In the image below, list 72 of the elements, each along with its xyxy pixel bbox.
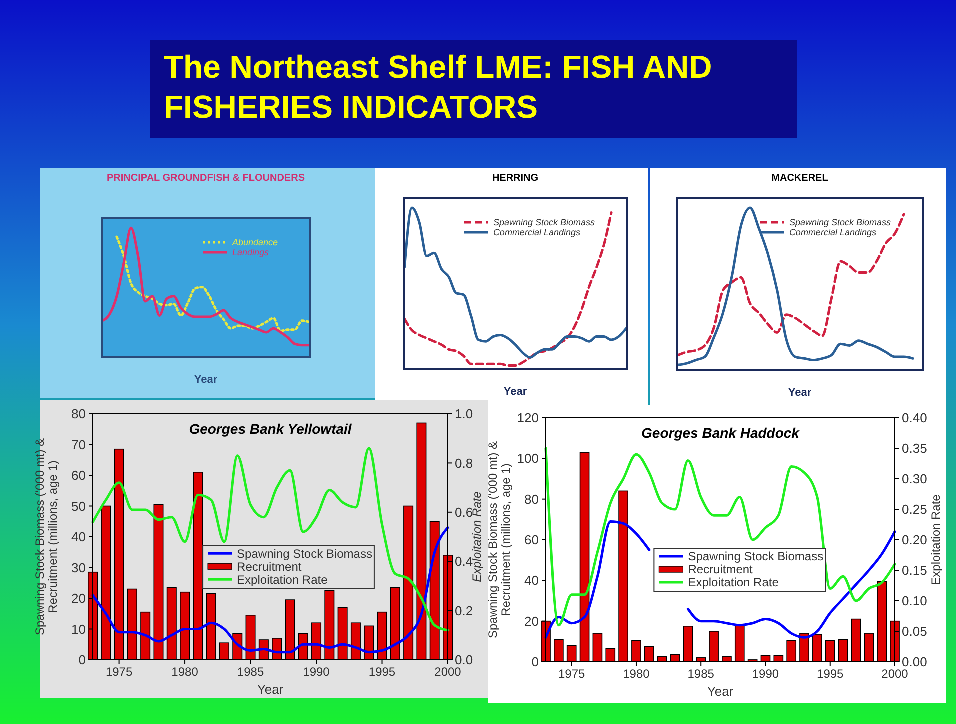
x-axis-title: Year bbox=[707, 684, 734, 699]
y-axis-title: Spawning Stock Biomass ('000 mt) & Recruitment (millions, age 1) bbox=[33, 438, 60, 636]
x-tick-label: 2000 bbox=[882, 667, 909, 681]
x-tick-label: 1990 bbox=[303, 665, 330, 679]
text: Georges Bank Haddock bbox=[642, 425, 801, 441]
y-tick-label: 20 bbox=[524, 614, 539, 629]
x-tick-label: 1985 bbox=[237, 665, 264, 679]
y2-tick-label: 0.20 bbox=[902, 532, 928, 548]
x-tick-label: 1975 bbox=[106, 665, 133, 679]
chart-title: PRINCIPAL GROUNDFISH & FLOUNDERS bbox=[107, 173, 306, 184]
x-tick-label: 1975 bbox=[558, 667, 586, 681]
y-tick-label: 80 bbox=[524, 492, 539, 507]
x-tick-label: 2000 bbox=[434, 665, 462, 679]
y2-tick-label: 0.4 bbox=[455, 554, 474, 570]
y-tick-label: 30 bbox=[72, 560, 86, 576]
y-tick-label: 20 bbox=[72, 591, 86, 606]
legend-label: Spawning Stock Biomass bbox=[789, 218, 892, 228]
chart-title: MACKEREL bbox=[772, 173, 828, 184]
x-axis-title: Year bbox=[194, 374, 218, 386]
y-tick-label: 120 bbox=[517, 410, 539, 426]
x-axis-title: Year bbox=[257, 682, 284, 697]
x-tick-label: 1990 bbox=[752, 667, 780, 681]
y2-tick-label: 0.05 bbox=[902, 624, 928, 640]
x-tick-label: 1980 bbox=[623, 667, 650, 681]
text: The Northeast Shelf LME: FISH AND FISHERIES INDICATORS bbox=[164, 49, 712, 125]
y2-tick-label: 0.8 bbox=[455, 456, 474, 471]
y2-tick-label: 0.30 bbox=[902, 472, 928, 487]
x-axis-title: Year bbox=[504, 386, 528, 398]
y-tick-label: 60 bbox=[72, 468, 86, 484]
y2-tick-label: 0.00 bbox=[902, 654, 928, 670]
y-tick-label: 40 bbox=[524, 573, 539, 588]
text: Georges Bank Yellowtail bbox=[189, 421, 353, 437]
y-tick-label: 80 bbox=[72, 406, 86, 422]
legend-label: Recruitment bbox=[688, 562, 754, 577]
y-tick-label: 10 bbox=[72, 622, 86, 637]
y-axis-title: Spawning Stock Biomass ('000 mt) & Recruitment (millions, age 1) bbox=[486, 441, 513, 639]
legend-label: Spawning Stock Biomass bbox=[493, 218, 596, 228]
y-tick-label: 0 bbox=[532, 654, 539, 670]
legend-label: Commercial Landings bbox=[493, 228, 581, 238]
y2-axis-title: Exploitation Rate bbox=[929, 494, 943, 586]
y2-tick-label: 0.40 bbox=[902, 410, 928, 426]
y-tick-label: 50 bbox=[72, 498, 86, 514]
y2-tick-label: 0.15 bbox=[902, 563, 928, 578]
x-axis-title: Year bbox=[788, 387, 812, 399]
legend-label: Commercial Landings bbox=[789, 228, 877, 238]
x-tick-label: 1980 bbox=[172, 665, 199, 679]
line-series bbox=[92, 526, 450, 654]
y-tick-label: 100 bbox=[517, 451, 539, 466]
y2-tick-label: 1.0 bbox=[455, 406, 474, 422]
y2-tick-label: 0.25 bbox=[902, 502, 928, 518]
chart-title: HERRING bbox=[492, 173, 539, 184]
y2-tick-label: 0.35 bbox=[902, 441, 928, 456]
legend-label: Exploitation Rate bbox=[237, 572, 328, 587]
y2-tick-label: 0.6 bbox=[455, 504, 474, 520]
line-series bbox=[92, 447, 450, 632]
x-tick-label: 1985 bbox=[688, 667, 715, 681]
legend-label: Spawning Stock Biomass bbox=[237, 546, 372, 561]
y-tick-label: 0 bbox=[78, 652, 86, 668]
legend-label: Exploitation Rate bbox=[688, 576, 780, 590]
legend-label: Abundance bbox=[231, 238, 278, 248]
line-series bbox=[544, 447, 896, 627]
y2-tick-label: 0.2 bbox=[455, 603, 474, 618]
legend-label: Recruitment bbox=[237, 560, 302, 574]
y-tick-label: 40 bbox=[72, 530, 86, 545]
y-tick-label: 60 bbox=[524, 532, 539, 548]
x-tick-label: 1995 bbox=[817, 667, 844, 681]
y2-tick-label: 0.0 bbox=[455, 652, 474, 668]
x-tick-label: 1995 bbox=[368, 665, 396, 679]
legend-label: Spawning Stock Biomass bbox=[688, 550, 824, 564]
y2-tick-label: 0.10 bbox=[902, 594, 928, 609]
legend-label: Landings bbox=[232, 248, 270, 258]
y-tick-label: 70 bbox=[72, 437, 86, 452]
